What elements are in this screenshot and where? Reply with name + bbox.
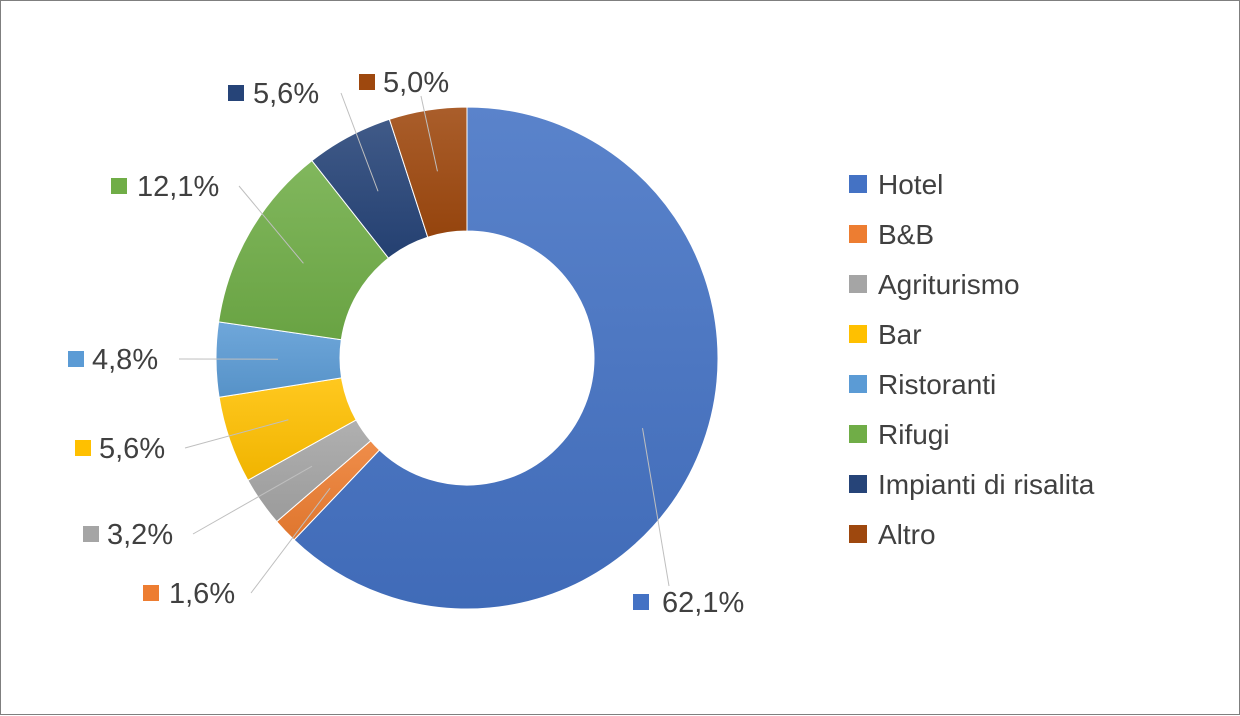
legend-label-hotel: Hotel <box>878 169 943 200</box>
label-marker-agriturismo <box>83 526 99 542</box>
data-label-hotel: 62,1% <box>662 587 744 619</box>
legend-label-altro: Altro <box>878 519 936 550</box>
label-marker-impianti-di-risalita <box>228 85 244 101</box>
legend-label-impianti-di-risalita: Impianti di risalita <box>878 469 1095 500</box>
label-marker-altro <box>359 74 375 90</box>
legend-label-rifugi: Rifugi <box>878 419 950 450</box>
data-label-bar: 5,6% <box>99 433 165 465</box>
slices-layer <box>216 107 718 609</box>
legend-label-agriturismo: Agriturismo <box>878 269 1020 300</box>
data-label-ristoranti: 4,8% <box>92 344 158 376</box>
label-marker-bar <box>75 440 91 456</box>
label-marker-ristoranti <box>68 351 84 367</box>
legend-label-bar: Bar <box>878 319 922 350</box>
data-label-bandb: 1,6% <box>169 578 235 610</box>
label-marker-bandb <box>143 585 159 601</box>
legend-swatch-rifugi <box>849 425 867 443</box>
legend-swatch-bandb <box>849 225 867 243</box>
data-label-altro: 5,0% <box>383 67 449 99</box>
legend: Hotel B&B Agriturismo Bar Ristoranti Rifugi Im… <box>849 169 1095 550</box>
data-label-impianti-di-risalita: 5,6% <box>253 78 319 110</box>
legend-swatch-altro <box>849 525 867 543</box>
legend-swatch-ristoranti <box>849 375 867 393</box>
legend-swatch-bar <box>849 325 867 343</box>
data-label-rifugi: 12,1% <box>137 171 219 203</box>
legend-swatch-hotel <box>849 175 867 193</box>
legend-label-bandb: B&B <box>878 219 934 250</box>
legend-label-ristoranti: Ristoranti <box>878 369 996 400</box>
legend-swatch-impianti-di-risalita <box>849 475 867 493</box>
label-marker-rifugi <box>111 178 127 194</box>
data-label-agriturismo: 3,2% <box>107 519 173 551</box>
label-marker-hotel <box>633 594 649 610</box>
legend-swatch-agriturismo <box>849 275 867 293</box>
